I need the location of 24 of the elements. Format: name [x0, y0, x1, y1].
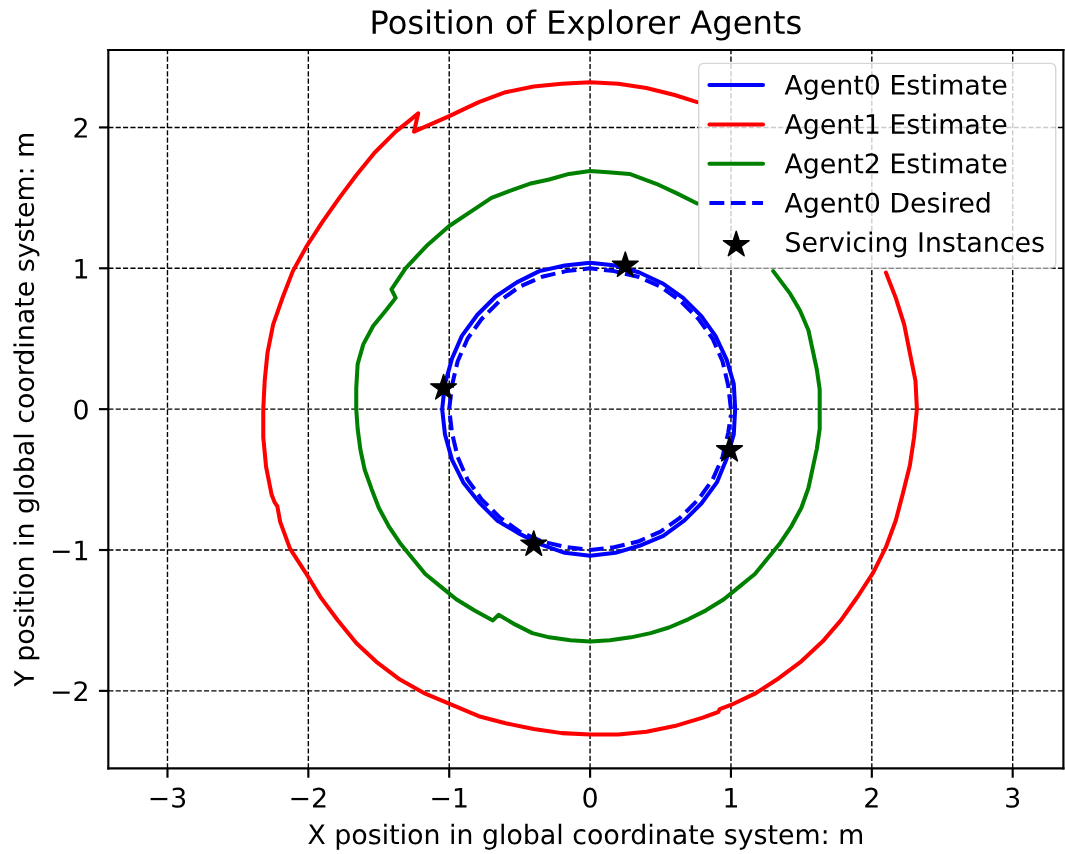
- point: [430, 373, 458, 400]
- point: [520, 530, 548, 557]
- y-tick-label: −2: [52, 681, 87, 702]
- y-axis-title: Y position in global coordinate system: m: [13, 133, 40, 687]
- x-tick-label: 1: [725, 787, 737, 808]
- x-axis-title: X position in global coordinate system: m: [308, 823, 863, 850]
- x-tick-label: −1: [432, 787, 467, 808]
- x-tick-label: −3: [150, 787, 186, 808]
- y-tick-label: 0: [74, 399, 88, 420]
- x-tick-label: −2: [291, 787, 326, 808]
- legend-label: Servicing Instances: [786, 231, 1044, 258]
- legend-label: Agent0 Desired: [784, 192, 990, 219]
- y-tick-label: 1: [75, 258, 88, 279]
- chart-title: Position of Explorer Agents: [372, 9, 801, 41]
- legend-label: Agent2 Estimate: [784, 152, 1007, 179]
- y-tick-label: 2: [74, 117, 87, 138]
- legend-label: Agent0 Estimate: [784, 74, 1007, 101]
- y-tick-label: −1: [52, 540, 88, 561]
- point: [611, 251, 639, 278]
- legend-label: Agent1 Estimate: [784, 113, 1007, 140]
- x-tick-label: 3: [1006, 787, 1020, 808]
- point: [715, 435, 744, 462]
- x-tick-label: 0: [583, 787, 597, 808]
- x-tick-label: 2: [865, 787, 878, 808]
